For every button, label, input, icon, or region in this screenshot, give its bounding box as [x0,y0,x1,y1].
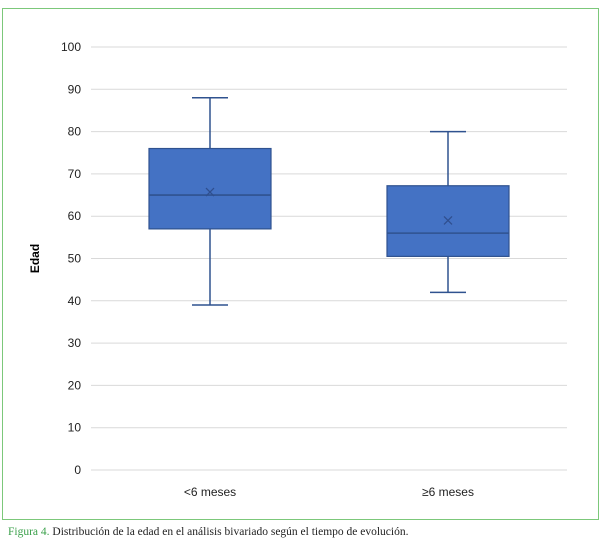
mean-marker [443,215,453,225]
y-tick-label: 30 [68,336,82,350]
y-tick-label: 60 [68,209,82,223]
mean-marker [205,187,215,197]
y-tick-label: 40 [68,294,82,308]
y-tick-label: 80 [68,125,82,139]
y-tick-label: 20 [68,378,82,392]
x-category-label: <6 meses [184,485,236,499]
y-axis-label: Edad [28,244,42,273]
box-iqr [148,147,272,230]
y-tick-label: 0 [74,463,81,477]
y-tick-label: 50 [68,252,82,266]
x-category-label: ≥6 meses [422,485,474,499]
y-tick-label: 70 [68,167,82,181]
caption-text: Distribución de la edad en el análisis b… [49,526,409,538]
figure-frame: 0 10 20 30 40 50 60 70 80 90 100 Edad <6 meses ≥6 mes… [2,8,599,520]
caption-lead: Figura 4. [8,526,50,538]
box-plot: 0 10 20 30 40 50 60 70 80 90 100 Edad <6 meses ≥6 mes… [28,40,567,499]
y-tick-label: 10 [68,421,82,435]
y-tick-label: 90 [68,82,82,96]
y-tick-label: 100 [61,40,81,54]
figure-caption: Figura 4. Distribución de la edad en el … [8,526,598,538]
